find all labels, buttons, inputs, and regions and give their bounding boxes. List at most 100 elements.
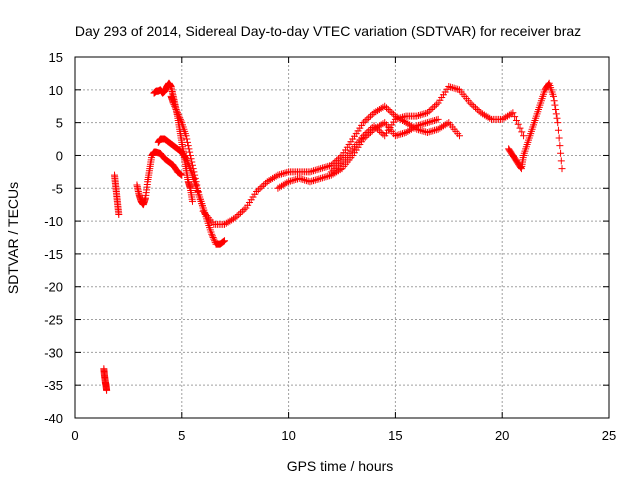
- data-point: [276, 171, 284, 179]
- data-point: [265, 177, 273, 185]
- x-axis-label: GPS time / hours: [287, 458, 394, 474]
- data-point: [238, 207, 246, 215]
- data-point: [169, 99, 177, 107]
- data-point: [427, 118, 435, 126]
- data-point: [395, 131, 403, 139]
- data-point: [397, 114, 405, 122]
- data-point: [176, 115, 184, 123]
- series-seg-mid-dense: [274, 115, 442, 192]
- data-point: [554, 119, 562, 127]
- data-point: [334, 155, 342, 163]
- data-point: [228, 216, 236, 224]
- data-point: [177, 117, 185, 125]
- data-point: [400, 113, 408, 121]
- data-point: [479, 110, 487, 118]
- data-point: [359, 132, 367, 140]
- data-point: [177, 171, 185, 179]
- data-point: [274, 184, 282, 192]
- data-point: [395, 114, 403, 122]
- data-point: [384, 106, 392, 114]
- data-point: [551, 101, 559, 109]
- data-point: [415, 121, 423, 129]
- series-seg-isolated: [100, 365, 111, 394]
- data-point: [429, 104, 437, 112]
- data-point: [550, 97, 558, 105]
- data-point: [420, 127, 428, 135]
- data-point: [520, 132, 528, 140]
- data-point: [175, 112, 183, 120]
- data-point: [267, 176, 275, 184]
- data-point: [172, 106, 180, 114]
- data-point: [517, 163, 525, 171]
- x-tick-label: 10: [281, 428, 295, 443]
- data-point: [431, 126, 439, 134]
- chart-title: Day 293 of 2014, Sidereal Day-to-day VTE…: [75, 23, 581, 39]
- data-point: [292, 176, 300, 184]
- x-tick-label: 5: [178, 428, 185, 443]
- data-point: [281, 180, 289, 188]
- data-point: [418, 127, 426, 135]
- data-point: [229, 215, 237, 223]
- data-point: [329, 160, 337, 168]
- data-point: [388, 109, 396, 117]
- data-point: [324, 172, 332, 180]
- data-point: [183, 135, 191, 143]
- data-point: [277, 170, 285, 178]
- data-point: [425, 118, 433, 126]
- data-point: [283, 179, 291, 187]
- data-point: [311, 166, 319, 174]
- data-point: [288, 177, 296, 185]
- data-point: [333, 156, 341, 164]
- data-point: [301, 176, 309, 184]
- series-seg-3h: [133, 148, 186, 209]
- data-point: [186, 148, 194, 156]
- data-point: [361, 130, 369, 138]
- data-point: [379, 130, 387, 138]
- data-point: [260, 181, 268, 189]
- data-point: [366, 125, 374, 133]
- data-point: [276, 183, 284, 191]
- data-point: [557, 157, 565, 165]
- data-point: [455, 132, 463, 140]
- data-point: [274, 171, 282, 179]
- data-point: [383, 104, 390, 112]
- data-point: [254, 186, 262, 194]
- data-point: [320, 173, 328, 181]
- data-point: [222, 219, 230, 227]
- data-point: [297, 175, 305, 183]
- data-point: [182, 132, 190, 140]
- data-point: [434, 115, 442, 123]
- data-point: [416, 111, 424, 119]
- data-point: [468, 101, 476, 109]
- y-tick-label: -35: [44, 378, 63, 393]
- data-point: [425, 128, 433, 136]
- data-point: [231, 214, 239, 222]
- data-point: [429, 117, 437, 125]
- y-tick-label: -30: [44, 345, 63, 360]
- data-point: [317, 174, 325, 182]
- data-point: [406, 126, 414, 134]
- data-point: [415, 112, 423, 120]
- data-point: [434, 125, 442, 133]
- data-point: [370, 122, 378, 130]
- data-point: [209, 234, 217, 241]
- data-point: [365, 114, 373, 122]
- data-point: [504, 112, 512, 120]
- data-point: [502, 113, 510, 121]
- data-point: [182, 155, 190, 163]
- series-seg-upper: [327, 83, 528, 176]
- data-point: [326, 172, 334, 180]
- data-point: [326, 162, 334, 170]
- data-point: [381, 102, 389, 110]
- data-point: [473, 106, 481, 114]
- data-point: [185, 161, 193, 169]
- data-point: [171, 102, 179, 110]
- data-point: [269, 174, 277, 182]
- data-point: [377, 104, 385, 112]
- data-point: [103, 386, 111, 394]
- data-point: [470, 102, 478, 110]
- data-point: [311, 176, 319, 184]
- data-point: [399, 113, 407, 121]
- data-point: [306, 178, 314, 186]
- data-point: [299, 176, 307, 184]
